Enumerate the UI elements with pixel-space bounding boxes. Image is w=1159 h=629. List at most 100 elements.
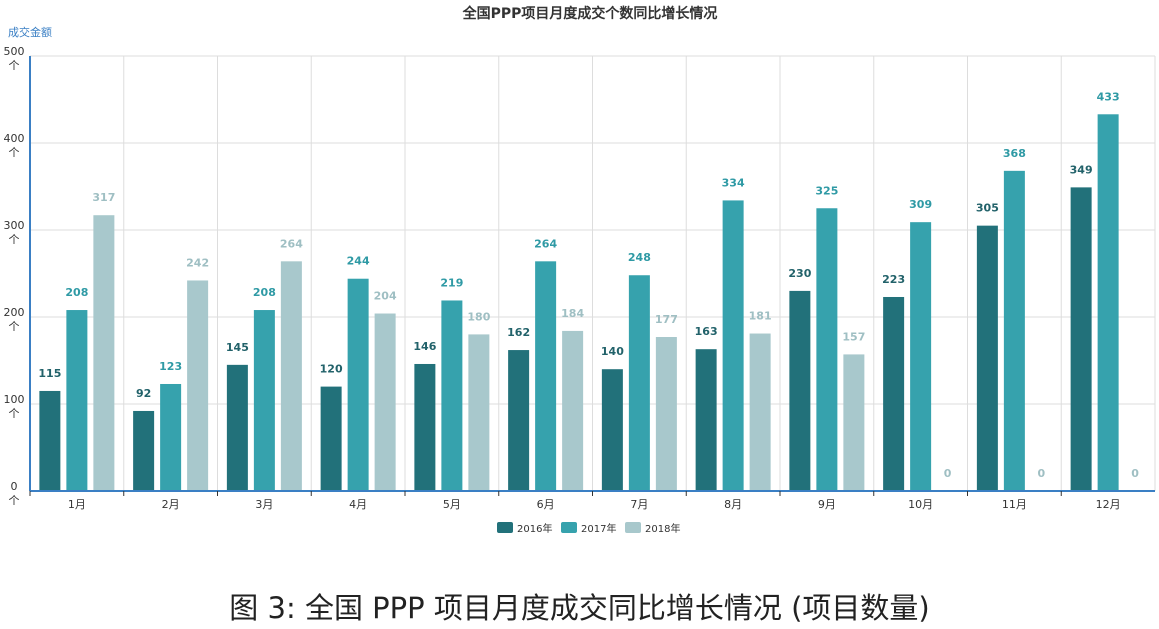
bar-2016年-9月 — [789, 290, 811, 491]
data-label: 184 — [561, 307, 584, 320]
chart-title: 全国PPP项目月度成交个数同比增长情况 — [462, 5, 718, 22]
bar-2017年-11月 — [1003, 170, 1025, 491]
bar-2016年-10月 — [883, 296, 905, 491]
bar-2017年-12月 — [1097, 114, 1119, 491]
legend-label[interactable]: 2017年 — [581, 522, 616, 535]
data-label: 145 — [226, 341, 249, 354]
bar-2018年-7月 — [655, 337, 677, 491]
y-tick-label: 400 — [4, 132, 25, 145]
x-tick-label: 1月 — [68, 498, 86, 511]
y-tick-label: 300 — [4, 219, 25, 232]
y-tick-unit: 个 — [9, 146, 20, 159]
y-tick-label: 100 — [4, 393, 25, 406]
data-label: 146 — [413, 340, 436, 353]
legend-swatch[interactable] — [625, 522, 641, 533]
bar-2016年-8月 — [695, 349, 717, 491]
figure-caption: 图 3: 全国 PPP 项目月度成交同比增长情况 (项目数量) — [229, 591, 930, 625]
bar-2018年-6月 — [562, 330, 584, 491]
data-label: 264 — [534, 237, 557, 250]
y-tick-label: 500 — [4, 45, 25, 58]
data-label: 248 — [628, 251, 651, 264]
data-label: 123 — [159, 360, 182, 373]
data-label: 120 — [320, 363, 343, 376]
data-label: 219 — [440, 276, 463, 289]
data-label: 0 — [1131, 467, 1139, 480]
data-label: 177 — [655, 313, 678, 326]
bar-2017年-2月 — [160, 383, 182, 491]
x-tick-label: 4月 — [349, 498, 367, 511]
x-tick-label: 9月 — [818, 498, 836, 511]
bar-2017年-4月 — [347, 278, 369, 491]
bar-2016年-11月 — [976, 225, 998, 491]
bar-2018年-8月 — [749, 333, 771, 491]
bar-2017年-6月 — [535, 261, 557, 491]
data-label: 317 — [92, 191, 115, 204]
legend-swatch[interactable] — [561, 522, 577, 533]
y-tick-label: 0 — [11, 480, 18, 493]
data-label: 157 — [842, 330, 865, 343]
y-tick-unit: 个 — [9, 320, 20, 333]
data-label: 334 — [722, 176, 745, 189]
bar-2018年-2月 — [187, 280, 209, 491]
data-label: 368 — [1003, 147, 1026, 160]
bar-2016年-1月 — [39, 390, 61, 491]
y-tick-unit: 个 — [9, 59, 20, 72]
x-tick-label: 5月 — [443, 498, 461, 511]
bar-2018年-5月 — [468, 334, 490, 491]
x-tick-label: 3月 — [255, 498, 273, 511]
bar-2017年-1月 — [66, 310, 88, 491]
data-label: 208 — [253, 286, 276, 299]
bar-2017年-7月 — [628, 275, 650, 491]
x-tick-label: 6月 — [537, 498, 555, 511]
data-label: 208 — [65, 286, 88, 299]
data-label: 180 — [467, 310, 490, 323]
data-label: 223 — [882, 273, 905, 286]
y-axis-label: 成交金额 — [8, 25, 52, 39]
x-tick-label: 10月 — [908, 498, 933, 511]
data-label: 0 — [944, 467, 952, 480]
data-label: 433 — [1097, 90, 1120, 103]
data-label: 244 — [347, 255, 370, 268]
data-label: 181 — [749, 310, 772, 323]
data-label: 92 — [136, 387, 151, 400]
x-tick-label: 11月 — [1002, 498, 1027, 511]
bar-2016年-2月 — [133, 410, 155, 491]
data-label: 140 — [601, 345, 624, 358]
x-tick-label: 12月 — [1096, 498, 1121, 511]
bar-2016年-3月 — [226, 364, 248, 491]
x-tick-label: 8月 — [724, 498, 742, 511]
data-label: 163 — [695, 325, 718, 338]
data-label: 305 — [976, 202, 999, 215]
data-label: 162 — [507, 326, 530, 339]
bar-chart: 全国PPP项目月度成交个数同比增长情况 成交金额 115 208 317 92 123 2… — [4, 5, 1156, 535]
bar-2017年-5月 — [441, 300, 463, 491]
legend: 2016年 2017年 2018年 — [497, 522, 680, 535]
x-tick-label: 2月 — [162, 498, 180, 511]
data-label: 230 — [788, 267, 811, 280]
bar-2018年-9月 — [843, 354, 865, 491]
bar-2016年-4月 — [320, 386, 342, 491]
data-label: 325 — [815, 184, 838, 197]
legend-swatch[interactable] — [497, 522, 513, 533]
bar-2016年-12月 — [1070, 187, 1092, 491]
bar-2018年-4月 — [374, 313, 396, 491]
y-tick-label: 200 — [4, 306, 25, 319]
legend-label[interactable]: 2016年 — [517, 522, 552, 535]
bar-2017年-10月 — [910, 222, 932, 492]
legend-label[interactable]: 2018年 — [645, 522, 680, 535]
y-tick-unit: 个 — [9, 233, 20, 246]
bar-2017年-9月 — [816, 208, 838, 491]
x-tick-label: 7月 — [630, 498, 648, 511]
bar-2016年-5月 — [414, 363, 436, 491]
data-label: 115 — [38, 367, 61, 380]
data-label: 264 — [280, 237, 303, 250]
bar-2018年-1月 — [93, 215, 115, 491]
y-tick-unit: 个 — [9, 494, 20, 507]
data-label: 204 — [374, 290, 397, 303]
bar-2016年-6月 — [508, 350, 530, 491]
y-tick-unit: 个 — [9, 407, 20, 420]
data-label: 349 — [1070, 163, 1093, 176]
bar-2018年-3月 — [280, 261, 302, 491]
data-label: 0 — [1038, 467, 1046, 480]
bar-2017年-3月 — [253, 310, 275, 491]
